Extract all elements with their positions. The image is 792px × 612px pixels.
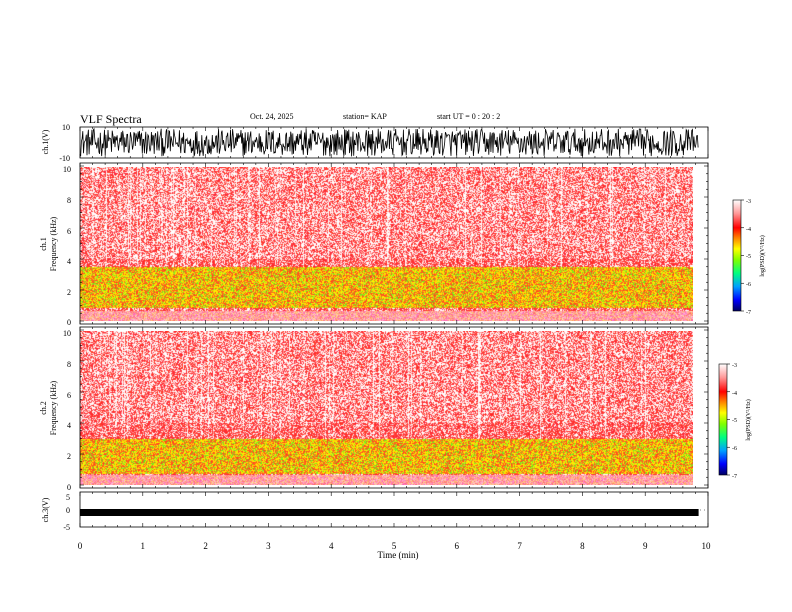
xtick-label: 0 [78,541,83,551]
xtick-label: 4 [329,541,334,551]
ch2-colorbar-gradient [718,363,728,476]
ch1-waveform-ylabel: ch.1(V) [41,129,50,154]
figure-title: VLF Spectra [80,112,142,126]
ch2-ytick: 10 [63,329,71,338]
ch2-colorbar: -3 -4 -5 -6 -7 log(PSD)(V²/Hz) [718,363,752,480]
ch1-ytick: 2 [67,288,71,297]
start-time-label: start UT = 0 : 20 : 2 [437,112,501,121]
ch1-ytick: 4 [67,257,71,266]
ch3-ytick-middle: 0 [66,506,70,515]
xtick-label: 6 [455,541,460,551]
ch2-frequency-ylabel: Frequency (kHz) [49,380,58,435]
xtick-label: 10 [702,541,712,551]
ch1-ytick: 6 [67,227,71,236]
xtick-label: 8 [580,541,585,551]
ch1-colorbar-label: log(PSD)(V²/Hz) [759,235,766,276]
ch2-spectrogram-image [80,331,693,485]
ch1-waveform-series [79,127,699,157]
ch1-colorbar-tick: -3 [746,199,751,205]
ch2-spectrogram-panel: 0 2 4 6 8 10 ch.2 Frequency (kHz) [39,326,709,492]
ch1-spectrogram-panel: 0 2 4 6 8 10 ch.1 Frequency (kHz) [39,162,709,327]
ch1-colorbar-gradient [732,199,742,312]
ch1-ytick: 8 [67,196,71,205]
ch1-spectrogram-image [80,167,693,321]
ch1-colorbar-tick: -6 [746,282,751,288]
xtick-label: 3 [266,541,271,551]
xtick-label: 7 [517,541,522,551]
ch3-ytick-bottom: -5 [63,523,70,532]
ch2-ytick: 6 [67,391,71,400]
xtick-label: 2 [203,541,208,551]
station-label: station= KAP [343,112,387,121]
ch1-ytick-top: 10 [62,123,70,132]
ch1-spectrogram-frame [79,162,709,325]
xtick-label: 1 [141,541,146,551]
ch1-ytick-bottom: -10 [59,154,70,163]
ch2-colorbar-label: log(PSD)(V²/Hz) [745,399,752,440]
ch2-colorbar-tick: -3 [732,363,737,369]
ch1-spectrogram-ylabel: ch.1 [39,237,48,251]
ch2-ytick: 8 [67,360,71,369]
date-label: Oct. 24, 2025 [250,112,294,121]
ch2-spectrogram-frame [79,326,709,489]
xtick-label: 9 [643,541,648,551]
ch2-colorbar-tick: -7 [732,474,737,480]
ch1-ytick: 10 [63,165,71,174]
x-axis-label: Time (min) [378,550,419,560]
ch3-waveform-panel: 5 0 -5 ch.3(V) [41,491,709,532]
ch3-ytick-top: 5 [66,493,70,502]
ch3-waveform-series [80,509,699,516]
ch1-waveform-panel: 10 -10 ch.1(V) [41,123,709,163]
ch1-frequency-ylabel: Frequency (kHz) [49,216,58,271]
ch1-colorbar-tick: -7 [746,310,751,316]
ch2-ytick: 2 [67,452,71,461]
ch2-colorbar-tick: -5 [732,418,737,424]
ch2-colorbar-tick: -4 [732,391,737,397]
ch2-spectrogram-ylabel: ch.2 [39,401,48,415]
axis-ticks [79,127,709,527]
ch2-ytick: 4 [67,421,71,430]
x-axis: 0 1 2 3 4 5 6 7 8 9 10 Time (min) [78,541,711,560]
ch2-colorbar-tick: -6 [732,446,737,452]
xtick-label: 5 [392,541,397,551]
ch1-colorbar-tick: -4 [746,227,751,233]
ch1-ytick: 0 [67,318,71,327]
ch1-colorbar: -3 -4 -5 -6 -7 log(PSD)(V²/Hz) [732,199,766,316]
ch3-waveform-ylabel: ch.3(V) [41,497,50,522]
ch2-ytick: 0 [67,483,71,492]
ch1-colorbar-tick: -5 [746,254,751,260]
